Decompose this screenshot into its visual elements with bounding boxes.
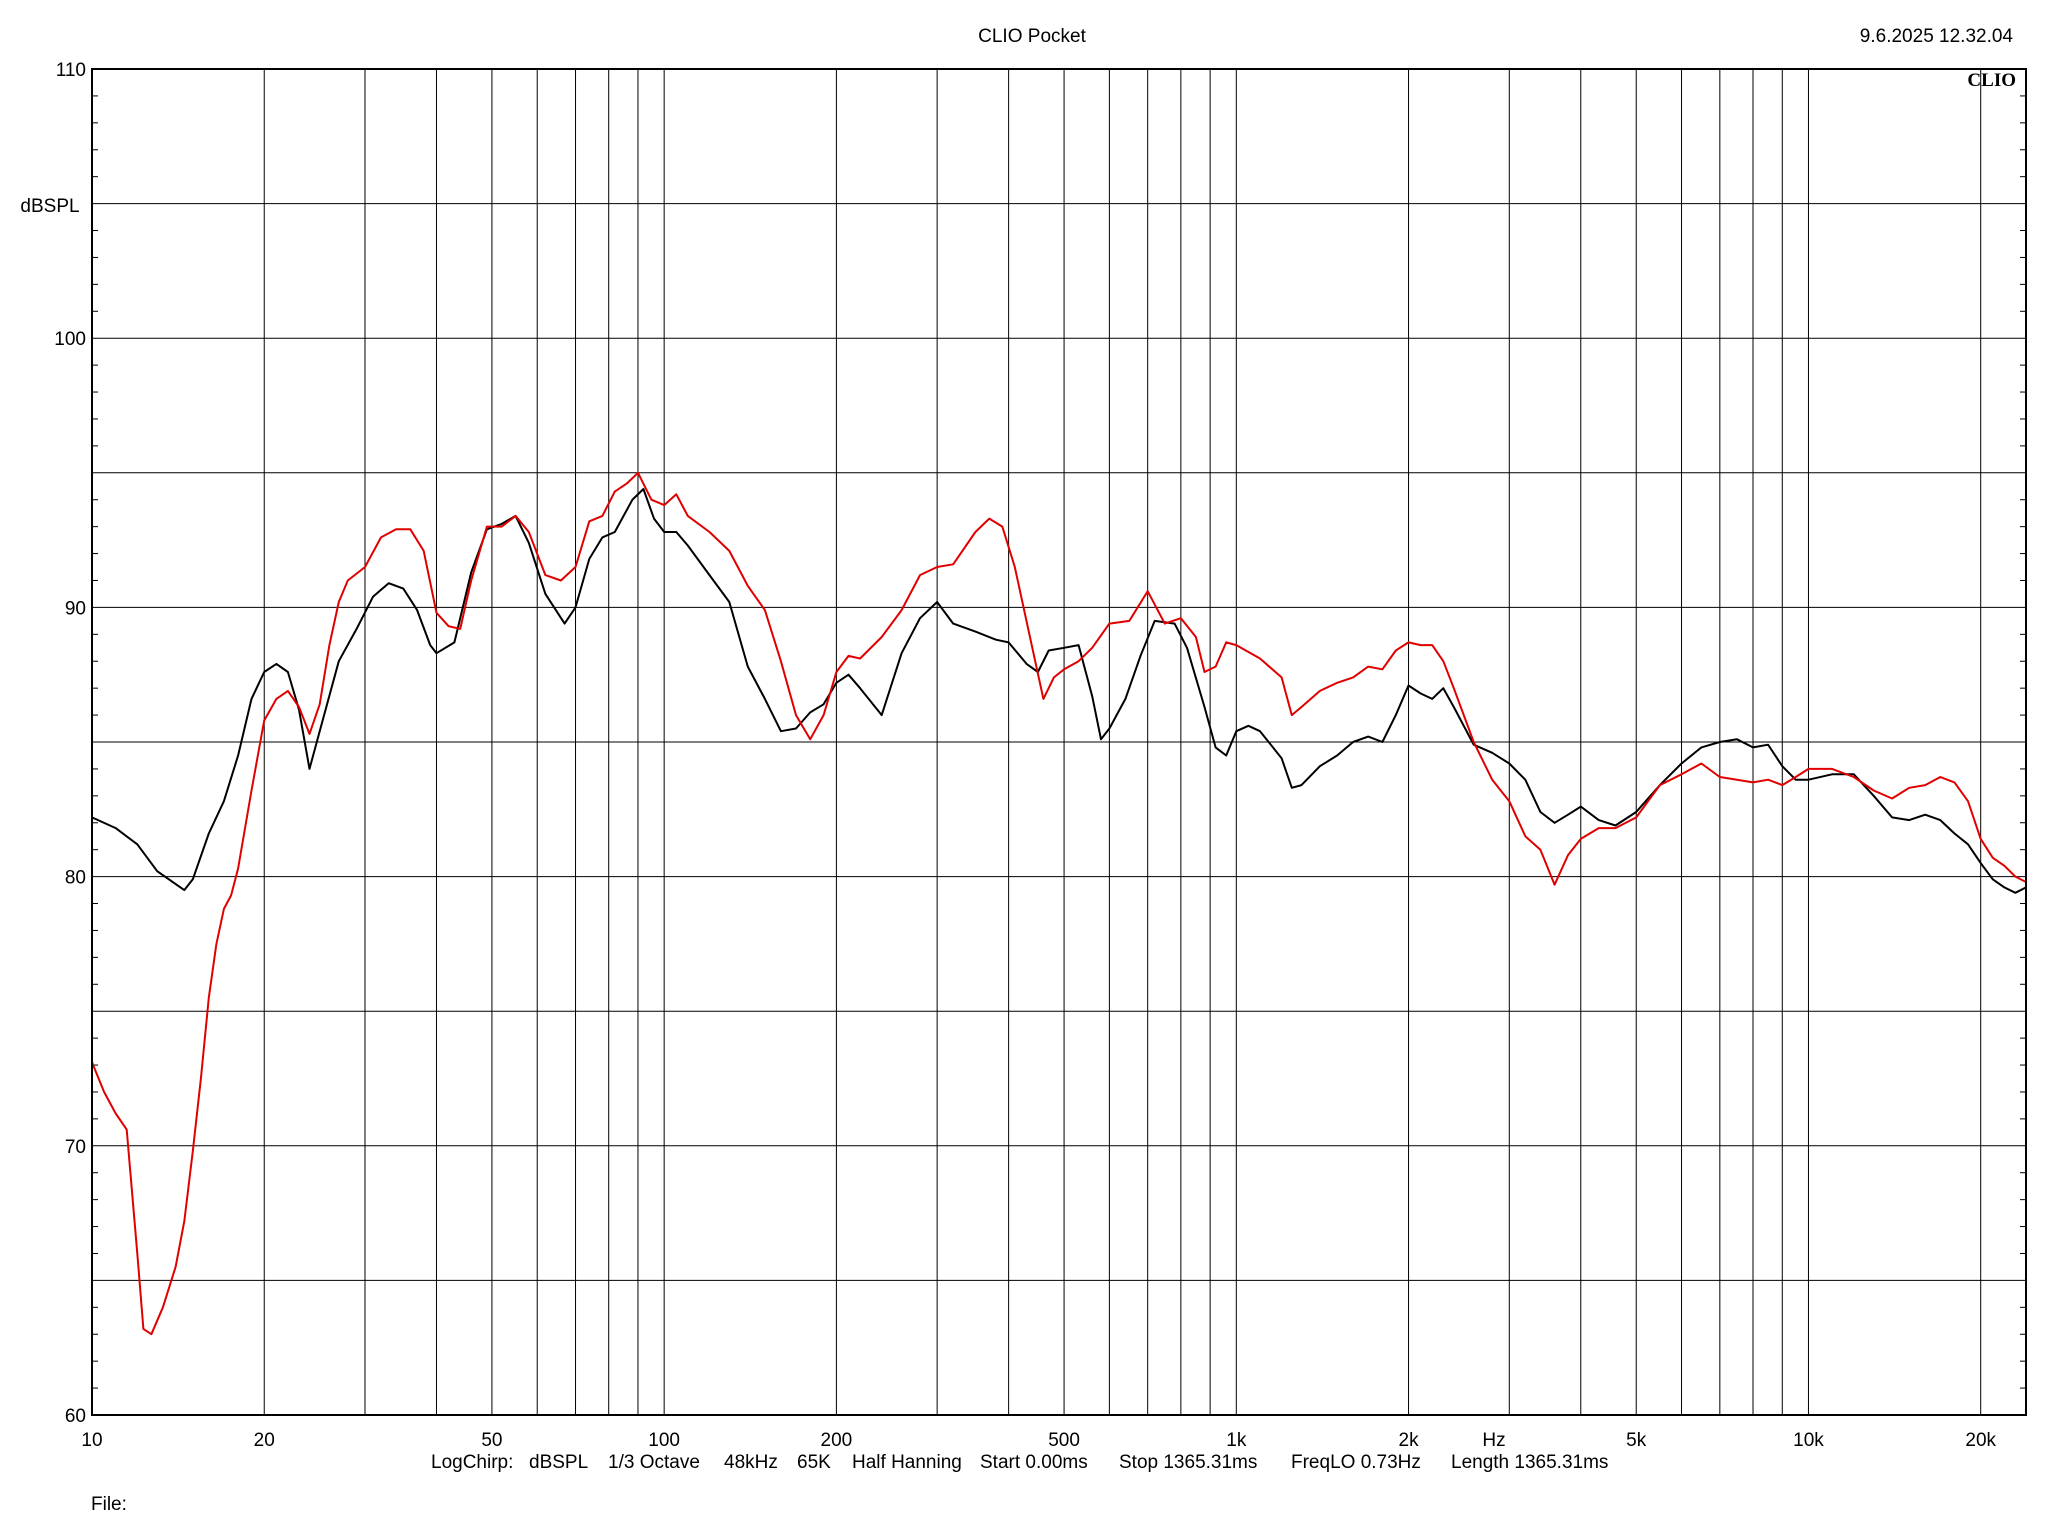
footer-setting: Length 1365.31ms bbox=[1451, 1452, 1609, 1473]
x-tick-label: 2k bbox=[1399, 1430, 1420, 1451]
y-tick-label: 60 bbox=[65, 1406, 86, 1427]
y-tick-label: 100 bbox=[54, 329, 86, 350]
x-tick-label: 5k bbox=[1626, 1430, 1647, 1451]
series-line-2 bbox=[91, 471, 2027, 1336]
plot-frame bbox=[91, 68, 2027, 1416]
series-lines bbox=[91, 471, 2027, 1336]
x-tick-label: 10k bbox=[1793, 1430, 1824, 1451]
x-tick-label: 1k bbox=[1226, 1430, 1247, 1451]
x-tick-label: 100 bbox=[648, 1430, 680, 1451]
y-tick-label: 90 bbox=[65, 598, 86, 619]
footer-setting: LogChirp: bbox=[431, 1452, 514, 1473]
footer-setting: Stop 1365.31ms bbox=[1119, 1452, 1258, 1473]
clio-brand-logo: CLIO bbox=[1967, 70, 2016, 91]
footer-setting: dBSPL bbox=[529, 1452, 589, 1473]
chart-title: CLIO Pocket bbox=[978, 26, 1086, 47]
y-tick-label: 70 bbox=[65, 1137, 86, 1158]
file-label: File: bbox=[91, 1494, 127, 1515]
x-tick-label: 200 bbox=[821, 1430, 853, 1451]
footer-setting: 65K bbox=[797, 1452, 831, 1473]
x-tick-label: 20k bbox=[1965, 1430, 1996, 1451]
x-axis-label: Hz bbox=[1482, 1430, 1505, 1451]
footer-setting: Start 0.00ms bbox=[980, 1452, 1088, 1473]
timestamp: 9.6.2025 12.32.04 bbox=[1860, 26, 2014, 47]
y-tick-label: 110 bbox=[56, 60, 86, 81]
x-tick-label: 50 bbox=[481, 1430, 502, 1451]
series-line-1 bbox=[91, 488, 2027, 894]
grid-lines bbox=[92, 69, 2026, 1415]
footer-setting: FreqLO 0.73Hz bbox=[1291, 1452, 1421, 1473]
footer-setting: Half Hanning bbox=[852, 1452, 962, 1473]
y-axis-label: dBSPL bbox=[20, 196, 79, 217]
footer-setting: 1/3 Octave bbox=[608, 1452, 700, 1473]
axis-tick-labels: 10 20 50 100 200 500 1k 2k 5k 10k 20k 110 100 90 80 70 6… bbox=[54, 60, 1996, 1451]
x-tick-label: 10 bbox=[81, 1430, 102, 1451]
x-tick-label: 500 bbox=[1048, 1430, 1080, 1451]
footer-setting: 48kHz bbox=[724, 1452, 778, 1473]
y-tick-label: 80 bbox=[65, 868, 86, 889]
x-tick-label: 20 bbox=[254, 1430, 275, 1451]
